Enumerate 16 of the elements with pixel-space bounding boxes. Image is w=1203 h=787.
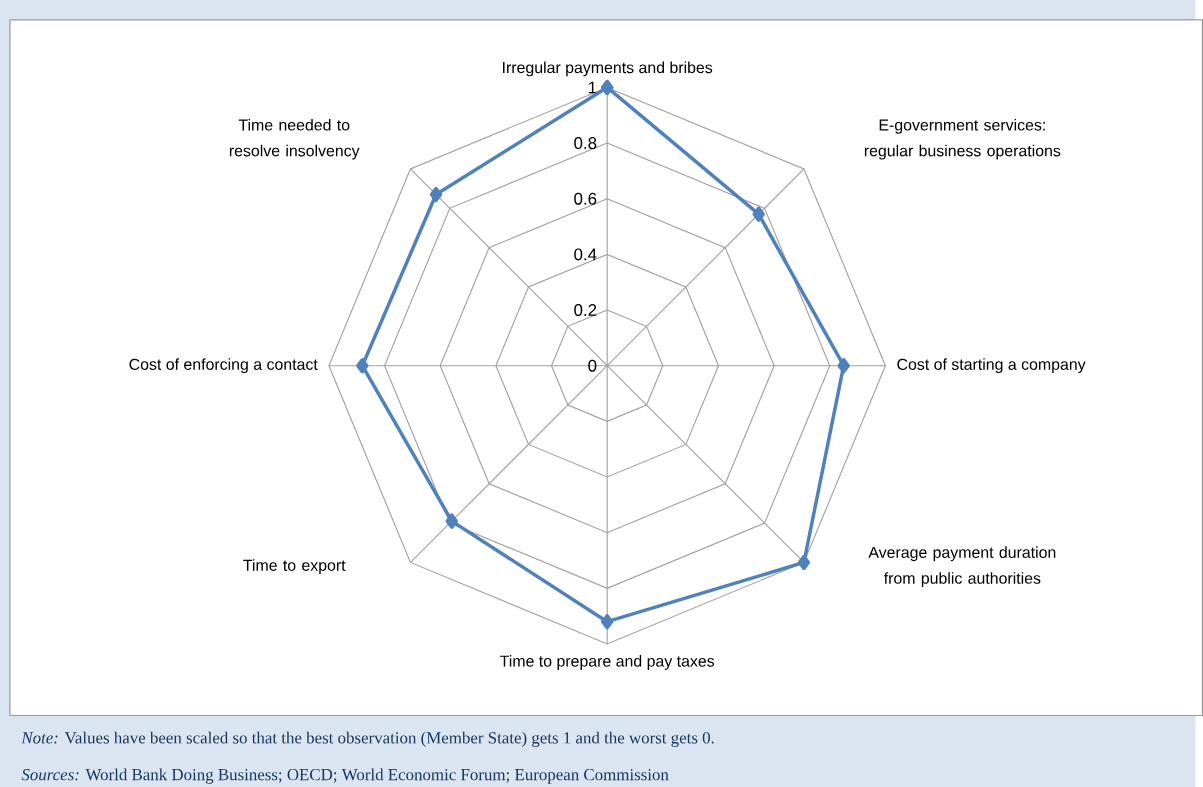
y-tick-label: 0.4 xyxy=(574,248,597,261)
y-tick-label: 1 xyxy=(588,81,597,94)
spoke-label: Irregular payments and bribes xyxy=(503,61,713,77)
text: Sources: World Bank Doing Business; OECD; World Economic Forum; European Commission xyxy=(21,768,669,784)
text: Note: Values have been scaled so that the best observation (Member State) gets 1 and the worst gets 0. xyxy=(21,731,714,747)
spoke-label: Time needed to resolve insolvency xyxy=(229,118,360,160)
y-tick-label: 0.8 xyxy=(574,137,597,150)
spoke-label: E-government services: regular business operations xyxy=(864,118,1061,160)
y-tick-label: 0.6 xyxy=(574,192,597,205)
spoke-label: Cost of enforcing a contact xyxy=(129,358,318,374)
spoke-label: Time to export xyxy=(243,559,346,575)
spoke-label: Average payment duration from public authorities xyxy=(868,546,1056,587)
y-tick-label: 0.2 xyxy=(574,304,597,316)
spoke-label: Cost of starting a company xyxy=(897,358,1086,374)
spoke-label: Time to prepare and pay taxes xyxy=(500,655,715,670)
y-tick-label: 0 xyxy=(588,359,597,372)
